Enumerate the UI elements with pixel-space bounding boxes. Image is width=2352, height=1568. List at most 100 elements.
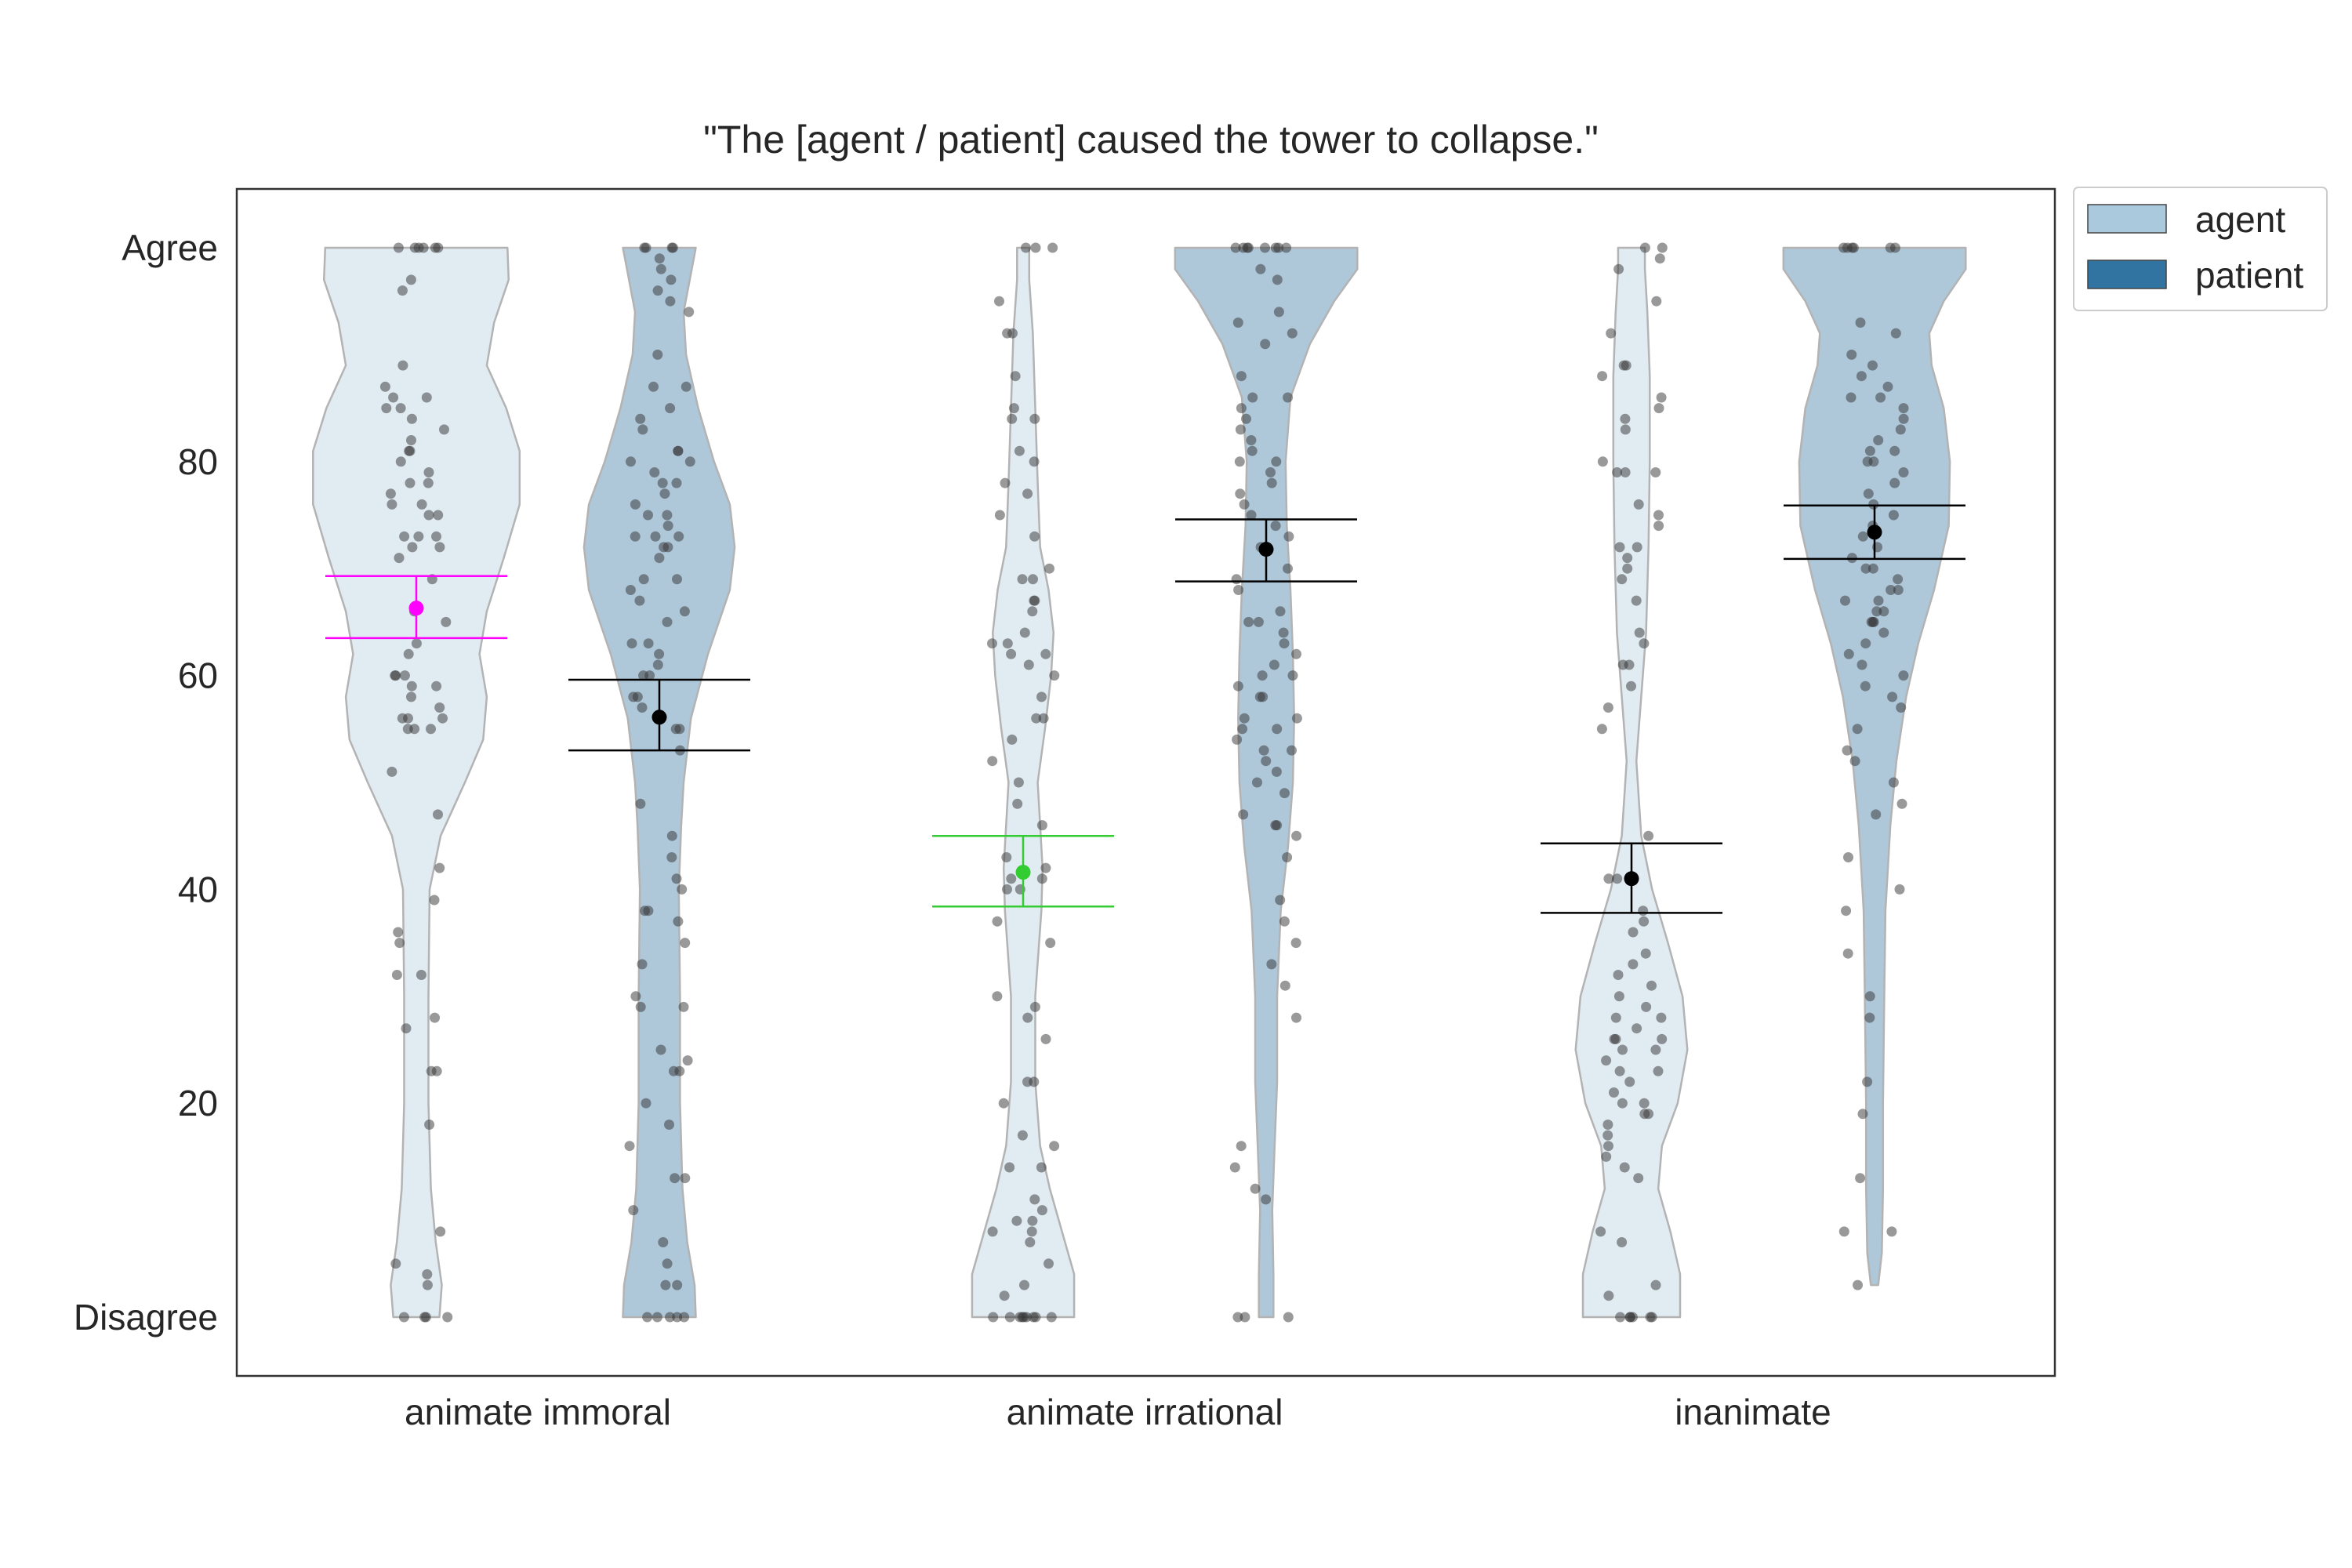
- point-agent-inanimate-24: [1601, 1055, 1612, 1066]
- point-agent-animate-irrational-63: [1029, 456, 1040, 467]
- point-patient-animate-irrational-42: [1231, 574, 1242, 585]
- point-agent-animate-irrational-1: [988, 1312, 999, 1323]
- point-agent-animate-irrational-60: [994, 510, 1005, 521]
- point-patient-animate-irrational-38: [1253, 616, 1264, 627]
- point-patient-inanimate-2: [1838, 1226, 1849, 1237]
- point-patient-animate-immoral-43: [643, 638, 654, 649]
- point-patient-animate-irrational-26: [1237, 724, 1248, 735]
- point-agent-animate-irrational-23: [998, 1098, 1009, 1109]
- point-agent-animate-irrational-8: [1046, 1312, 1057, 1323]
- point-agent-inanimate-44: [1643, 830, 1654, 841]
- point-patient-inanimate-60: [1846, 349, 1857, 360]
- point-patient-inanimate-68: [1885, 242, 1896, 253]
- point-agent-animate-immoral-23: [402, 724, 413, 735]
- point-patient-inanimate-56: [1875, 392, 1886, 403]
- point-agent-animate-irrational-68: [1010, 371, 1021, 382]
- point-agent-animate-immoral-41: [434, 542, 445, 553]
- point-patient-inanimate-21: [1898, 670, 1909, 681]
- point-agent-animate-irrational-28: [1029, 1001, 1040, 1012]
- point-agent-inanimate-46: [1602, 702, 1613, 713]
- point-agent-animate-irrational-72: [1021, 242, 1031, 253]
- point-agent-animate-immoral-64: [397, 360, 408, 371]
- point-patient-animate-immoral-76: [652, 285, 663, 296]
- point-agent-animate-irrational-25: [1029, 1076, 1040, 1087]
- point-patient-animate-immoral-9: [628, 1205, 639, 1216]
- point-agent-animate-immoral-8: [424, 1120, 435, 1130]
- point-agent-inanimate-40: [1639, 916, 1650, 927]
- point-agent-animate-irrational-52: [1019, 627, 1030, 638]
- point-patient-animate-immoral-20: [635, 1001, 646, 1012]
- point-patient-inanimate-61: [1890, 328, 1901, 339]
- point-patient-animate-immoral-52: [659, 542, 670, 553]
- point-patient-inanimate-67: [1838, 242, 1849, 253]
- point-agent-animate-immoral-53: [395, 456, 406, 467]
- point-patient-inanimate-43: [1868, 499, 1879, 510]
- point-agent-animate-irrational-58: [1044, 563, 1054, 574]
- point-patient-animate-immoral-73: [652, 349, 663, 360]
- point-agent-animate-immoral-56: [406, 435, 416, 445]
- point-patient-animate-irrational-35: [1291, 648, 1301, 659]
- legend: agent patient: [2073, 187, 2328, 311]
- point-patient-animate-immoral-42: [626, 638, 637, 649]
- point-patient-inanimate-11: [1843, 852, 1853, 862]
- point-patient-animate-immoral-48: [638, 574, 649, 585]
- point-agent-animate-immoral-5: [422, 1269, 433, 1279]
- point-agent-animate-immoral-36: [441, 616, 452, 627]
- point-patient-animate-immoral-65: [684, 456, 695, 467]
- point-agent-animate-immoral-30: [431, 681, 442, 691]
- point-agent-inanimate-53: [1617, 574, 1628, 585]
- point-patient-animate-immoral-23: [680, 938, 691, 949]
- point-patient-animate-irrational-0: [1232, 1312, 1243, 1323]
- point-patient-animate-immoral-24: [673, 916, 684, 927]
- legend-label-patient: patient: [2195, 255, 2303, 296]
- point-agent-inanimate-32: [1610, 1012, 1621, 1023]
- point-patient-animate-irrational-49: [1235, 488, 1246, 499]
- point-agent-inanimate-27: [1657, 1033, 1668, 1044]
- point-patient-animate-immoral-72: [648, 381, 659, 392]
- point-patient-animate-irrational-61: [1236, 371, 1247, 382]
- point-agent-animate-irrational-49: [1006, 648, 1017, 659]
- point-agent-animate-immoral-60: [395, 403, 406, 414]
- point-patient-animate-irrational-31: [1232, 681, 1243, 691]
- point-patient-animate-irrational-14: [1291, 830, 1302, 841]
- point-agent-inanimate-62: [1650, 467, 1661, 477]
- mean-marker-agent-animate-immoral: [408, 601, 424, 616]
- point-patient-inanimate-1: [1886, 1226, 1897, 1237]
- point-agent-animate-immoral-29: [406, 681, 417, 691]
- point-agent-animate-immoral-20: [387, 766, 397, 777]
- point-agent-animate-immoral-35: [411, 638, 422, 649]
- point-patient-animate-irrational-63: [1287, 328, 1298, 339]
- point-agent-inanimate-36: [1613, 970, 1624, 980]
- point-patient-animate-irrational-9: [1266, 959, 1277, 970]
- point-patient-animate-immoral-29: [666, 852, 677, 862]
- point-agent-animate-immoral-6: [390, 1258, 401, 1269]
- point-patient-animate-irrational-3: [1261, 1194, 1272, 1205]
- point-patient-inanimate-4: [1857, 1109, 1868, 1120]
- x-tick-label-inanimate: inanimate: [1675, 1392, 1831, 1432]
- point-patient-animate-irrational-6: [1236, 1141, 1247, 1152]
- point-patient-animate-immoral-67: [673, 445, 684, 456]
- point-agent-animate-irrational-43: [1031, 713, 1042, 724]
- point-patient-animate-immoral-0: [672, 1312, 683, 1323]
- point-agent-animate-irrational-67: [1008, 403, 1019, 414]
- point-agent-inanimate-47: [1626, 681, 1636, 691]
- point-patient-animate-immoral-77: [666, 274, 677, 285]
- point-patient-animate-immoral-35: [637, 702, 648, 713]
- point-agent-animate-immoral-2: [419, 1312, 430, 1323]
- point-agent-inanimate-7: [1650, 1279, 1661, 1290]
- x-axis-ticks: animate immoral animate irrational inanima…: [405, 1392, 1831, 1432]
- point-patient-animate-immoral-45: [679, 606, 690, 617]
- point-patient-animate-immoral-55: [650, 531, 661, 542]
- point-patient-animate-immoral-62: [671, 477, 682, 488]
- point-patient-inanimate-42: [1888, 510, 1899, 521]
- point-patient-animate-immoral-44: [662, 616, 673, 627]
- point-agent-animate-irrational-12: [1025, 1237, 1036, 1247]
- point-agent-animate-irrational-62: [1000, 477, 1011, 488]
- point-agent-animate-irrational-39: [1012, 798, 1023, 809]
- point-agent-animate-immoral-66: [405, 274, 416, 285]
- point-agent-animate-immoral-42: [431, 531, 441, 542]
- point-patient-inanimate-31: [1840, 595, 1850, 606]
- point-patient-animate-immoral-56: [662, 521, 673, 532]
- mean-marker-patient-inanimate: [1867, 524, 1882, 540]
- point-agent-animate-irrational-57: [1028, 574, 1038, 585]
